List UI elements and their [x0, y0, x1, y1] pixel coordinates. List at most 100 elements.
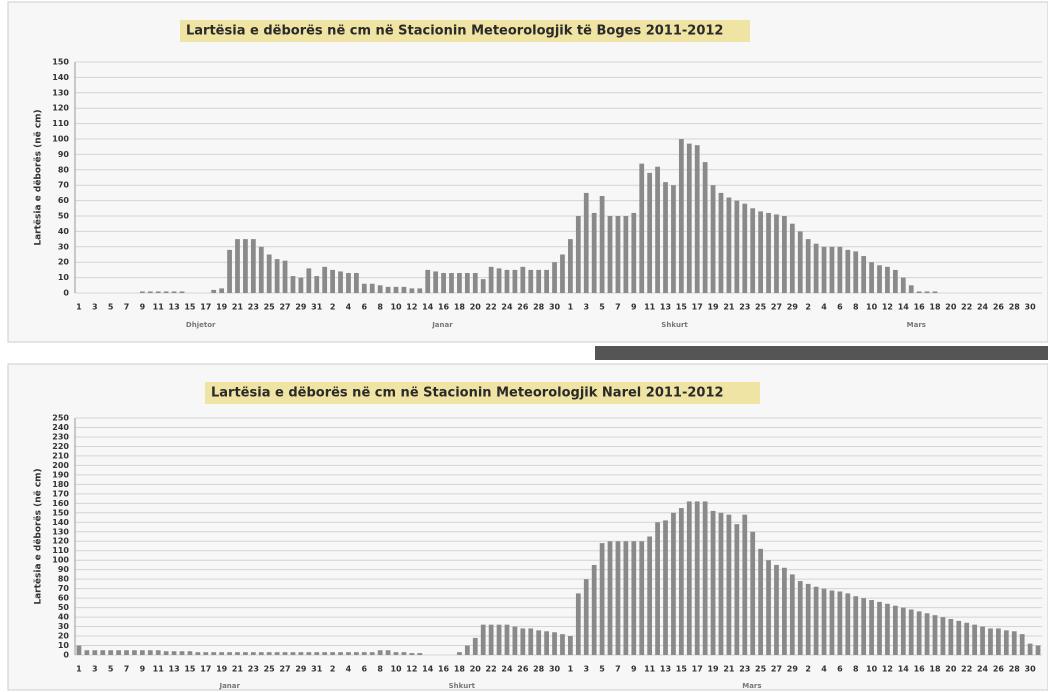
- x-tick-label: 19: [707, 303, 719, 312]
- x-tick-label: 7: [124, 303, 130, 312]
- bar: [536, 630, 542, 655]
- bar: [179, 651, 185, 655]
- x-tick-label: 29: [295, 303, 307, 312]
- bar: [607, 216, 613, 293]
- bar: [924, 613, 930, 655]
- x-tick-label: 21: [232, 303, 244, 312]
- bar: [782, 216, 787, 293]
- bar: [306, 268, 312, 293]
- bar: [1035, 645, 1041, 655]
- x-tick-label: 10: [390, 665, 402, 674]
- bar: [227, 652, 232, 655]
- x-tick-label: 12: [406, 665, 417, 674]
- bar: [575, 593, 581, 655]
- bar: [861, 598, 867, 655]
- bar: [591, 564, 597, 655]
- bar: [298, 277, 304, 293]
- bar: [623, 216, 629, 293]
- x-tick-label: 14: [898, 665, 910, 674]
- y-tick-label: 170: [52, 489, 69, 498]
- x-tick-label: 22: [961, 303, 972, 312]
- chart-title: Lartësia e dëborës në cm në Stacionin Me…: [211, 386, 724, 401]
- bar: [179, 291, 185, 293]
- x-tick-label: 23: [248, 303, 259, 312]
- bar: [861, 256, 867, 293]
- bar: [338, 271, 343, 293]
- x-tick-label: 4: [346, 665, 352, 674]
- x-tick-label: 14: [422, 303, 434, 312]
- bar: [544, 631, 549, 655]
- bar: [647, 536, 653, 655]
- bar: [647, 172, 653, 293]
- bar: [552, 262, 557, 293]
- y-tick-label: 180: [52, 480, 69, 489]
- x-tick-label: 8: [377, 665, 383, 674]
- bar: [544, 269, 549, 293]
- bar: [1019, 634, 1025, 655]
- bar: [171, 291, 177, 293]
- bar: [718, 192, 724, 293]
- x-tick-label: 17: [200, 665, 211, 674]
- bar: [314, 276, 320, 293]
- x-tick-label: 20: [470, 303, 482, 312]
- x-tick-label: 1: [568, 665, 574, 674]
- bar: [322, 266, 328, 293]
- bar: [821, 246, 827, 293]
- bar: [916, 611, 922, 655]
- bar: [869, 262, 874, 293]
- bar: [409, 288, 415, 293]
- bar: [480, 279, 486, 293]
- bar: [219, 288, 225, 293]
- bar: [457, 652, 462, 655]
- bar: [678, 139, 684, 293]
- bar: [877, 601, 882, 655]
- bar: [726, 197, 732, 293]
- bar: [250, 652, 256, 655]
- bar: [813, 243, 819, 293]
- bar: [457, 272, 462, 293]
- bar: [290, 652, 296, 655]
- bar: [948, 618, 954, 655]
- bar: [560, 254, 565, 293]
- bar: [504, 624, 510, 655]
- bar: [837, 246, 843, 293]
- scan-strip: [595, 346, 1048, 360]
- bar: [996, 628, 1001, 655]
- x-tick-label: 9: [631, 665, 637, 674]
- x-tick-label: 11: [153, 665, 165, 674]
- x-tick-label: 9: [140, 665, 146, 674]
- x-tick-label: 15: [184, 665, 196, 674]
- bar: [108, 650, 114, 655]
- bar: [853, 596, 859, 655]
- x-tick-label: 4: [821, 665, 827, 674]
- bar: [615, 216, 621, 293]
- x-tick-label: 7: [615, 665, 621, 674]
- bar: [282, 652, 288, 655]
- y-tick-label: 70: [58, 584, 70, 593]
- x-tick-label: 24: [977, 303, 989, 312]
- bar: [219, 652, 225, 655]
- bar: [425, 269, 431, 293]
- bar: [623, 541, 629, 655]
- bar: [163, 651, 169, 655]
- bar: [1011, 631, 1017, 655]
- x-tick-label: 29: [295, 665, 307, 674]
- bar: [560, 634, 565, 655]
- bar: [227, 249, 232, 293]
- bar: [988, 628, 993, 655]
- y-tick-label: 70: [58, 181, 70, 190]
- x-tick-label: 11: [153, 303, 165, 312]
- x-tick-label: 16: [914, 303, 926, 312]
- y-tick-label: 190: [52, 470, 69, 479]
- bar: [742, 514, 748, 655]
- x-tick-label: 30: [549, 665, 561, 674]
- x-tick-label: 30: [1025, 303, 1037, 312]
- bar: [520, 266, 526, 293]
- bar: [528, 628, 534, 655]
- x-tick-label: 24: [501, 665, 513, 674]
- bar: [211, 289, 217, 293]
- y-tick-label: 50: [58, 212, 70, 221]
- bar: [1003, 630, 1009, 655]
- bar: [76, 645, 82, 655]
- x-tick-label: 2: [330, 303, 336, 312]
